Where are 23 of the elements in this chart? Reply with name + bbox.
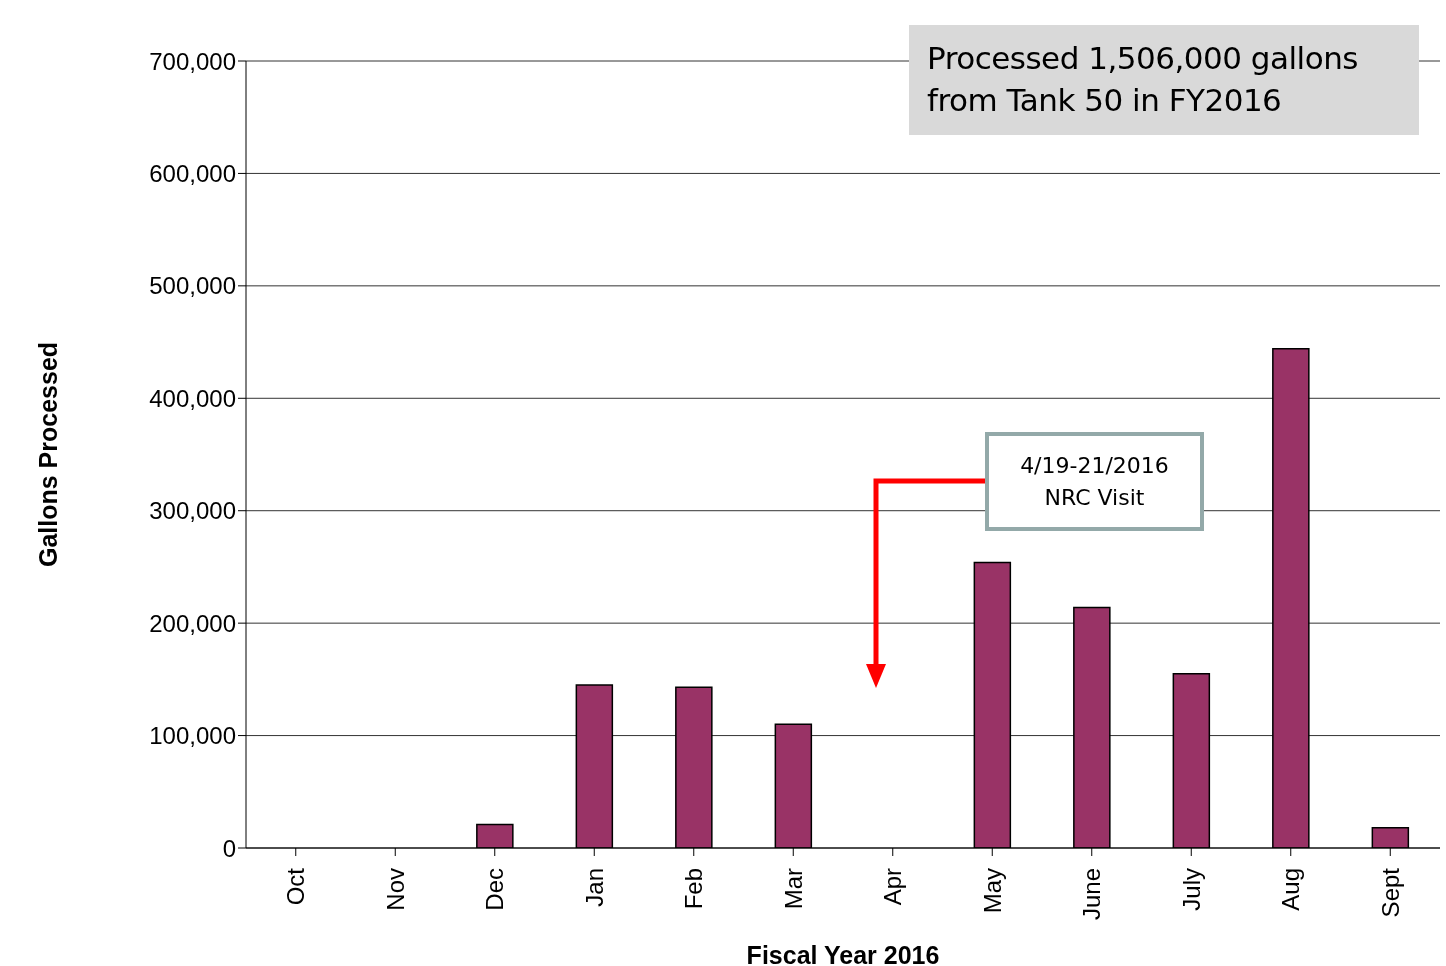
- y-tick-label: 100,000: [149, 722, 236, 750]
- x-tick-label: Jan: [580, 868, 608, 907]
- x-tick-label: May: [978, 868, 1006, 914]
- annotation: Processed 1,506,000 gallons from Tank 50 in FY2016: [926, 39, 1359, 120]
- x-tick-label: Nov: [381, 868, 409, 911]
- x-tick-label: Dec: [481, 868, 509, 911]
- x-axis-title: Fiscal Year 2016: [746, 941, 940, 966]
- x-tick-label: Aug: [1277, 868, 1305, 911]
- x-tick-label: Feb: [680, 868, 708, 910]
- x-tick-label: Apr: [879, 868, 907, 906]
- x-tick-label: June: [1078, 868, 1106, 921]
- y-tick-label: 300,000: [149, 497, 236, 525]
- y-tick-label: 600,000: [149, 159, 236, 187]
- y-tick-label: 200,000: [149, 609, 236, 637]
- y-tick-label: 700,000: [149, 47, 236, 75]
- y-tick-label: 500,000: [149, 272, 236, 300]
- x-tick-label: Oct: [282, 867, 310, 906]
- x-tick-label: Sept: [1376, 867, 1404, 918]
- y-tick-label: 0: [222, 834, 236, 862]
- x-tick-label: Mar: [779, 868, 807, 910]
- x-tick-label: July: [1177, 868, 1205, 911]
- y-tick-label: 400,000: [149, 384, 236, 412]
- y-axis-title: Gallons Processed: [33, 341, 62, 568]
